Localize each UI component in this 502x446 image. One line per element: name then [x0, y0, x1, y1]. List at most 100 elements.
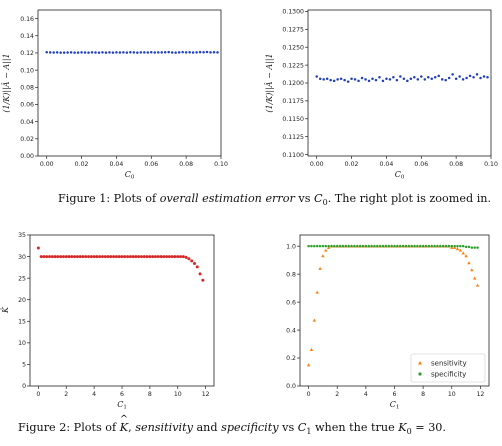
- caption2-and: and: [192, 421, 222, 434]
- fig2-right-point-sensitivity: [312, 318, 317, 322]
- fig1-right-point: [381, 79, 385, 83]
- fig1-left-ytick-label: 0.06: [20, 102, 34, 109]
- fig1-left-point: [76, 51, 80, 54]
- fig1-right-point: [402, 77, 406, 80]
- fig2-right-point-specificity: [373, 244, 376, 248]
- fig2-left-point: [140, 255, 144, 259]
- fig2-right-point-specificity: [467, 245, 471, 249]
- fig2-right-point-specificity: [307, 244, 310, 248]
- fig1-left-point: [59, 51, 62, 54]
- fig2-left-point: [195, 265, 199, 269]
- fig1-left-point: [188, 51, 191, 54]
- fig2-right-point-specificity: [424, 244, 428, 248]
- fig1-left-point: [163, 51, 167, 54]
- caption2-prefix: Figure 2: Plots of: [18, 421, 120, 434]
- fig2-left-point: [137, 255, 141, 259]
- fig2-left-point: [131, 255, 135, 259]
- fig1-left-point: [132, 51, 136, 54]
- fig1-left-xlabel: C0: [125, 170, 135, 181]
- fig2-right-chart: 0 2 4 6 8 10 12 0.0 0.2 0.4 0.6 0.8 1.0 C1 sensitivity…: [286, 234, 490, 411]
- fig1-right-point: [482, 75, 486, 78]
- fig2-left-point: [184, 255, 188, 259]
- fig1-left-point: [191, 51, 195, 54]
- fig1-right-ytick-label: 0.1175: [282, 98, 304, 105]
- fig1-left-point: [66, 51, 69, 54]
- fig1-left-ylabel: (1/K)||Â − A||1: [2, 53, 11, 112]
- fig2-right-point-specificity: [470, 246, 474, 249]
- fig2-left-point: [59, 255, 63, 259]
- fig2-left-point: [142, 255, 146, 259]
- fig1-left-point: [108, 51, 111, 54]
- fig2-right-ytick-label: 0.2: [286, 355, 296, 362]
- fig2-left-xtick-label: 4: [92, 391, 96, 398]
- fig2-right-point-specificity: [416, 244, 419, 248]
- fig1-right-point: [367, 79, 371, 83]
- fig1-left-point: [80, 51, 83, 54]
- fig1-left-point: [45, 51, 48, 54]
- fig2-right-point-sensitivity: [472, 276, 477, 280]
- fig1-right-point: [350, 77, 353, 80]
- caption1-emph: overall estimation error: [159, 192, 295, 205]
- fig1-left-ytick-label: 0.10: [20, 67, 34, 74]
- fig1-left-point: [174, 51, 177, 54]
- caption1-prefix: Figure 1: Plots of: [58, 192, 160, 205]
- fig2-right-point-specificity: [461, 244, 465, 248]
- fig2-left-ytick-label: 25: [18, 275, 26, 282]
- fig2-left-chart: 0 2 4 6 8 10 12 0 5 10 15 20 25 30 35 C1 K̂: [1, 232, 215, 411]
- fig2-right-xlabel: C1: [390, 400, 400, 411]
- fig1-left-point: [139, 51, 143, 54]
- fig1-right-xtick-label: 0.02: [345, 161, 359, 168]
- fig2-left-xtick-label: 10: [174, 391, 182, 398]
- fig1-left-xtick-label: 0.02: [75, 161, 89, 168]
- fig1-left-point: [170, 51, 174, 54]
- fig2-left-point: [75, 255, 79, 259]
- fig1-left-ytick-label: 0.04: [20, 119, 34, 126]
- fig2-left-ytick-label: 15: [18, 318, 26, 325]
- fig1-left-ytick-label: 0.00: [20, 153, 34, 160]
- fig2-left-xtick-label: 12: [202, 391, 210, 398]
- caption2-comma: ,: [128, 421, 136, 434]
- fig1-left-xtick-label: 0.06: [144, 161, 158, 168]
- fig1-right-point: [336, 78, 339, 81]
- caption1-sub: 0: [322, 198, 328, 208]
- fig2-left-point: [159, 255, 163, 259]
- fig1-right-point: [322, 78, 325, 81]
- fig1-left-point: [167, 50, 170, 54]
- fig1-right-point: [479, 76, 482, 80]
- fig2-right-point-specificity: [315, 244, 319, 248]
- fig1-right-point: [315, 75, 318, 78]
- fig2-left-point: [70, 255, 74, 259]
- fig2-left-ytick-label: 5: [22, 362, 26, 369]
- fig1-left-point: [69, 51, 73, 54]
- fig2-right-point-specificity: [404, 244, 408, 248]
- fig2-right-point-specificity: [347, 244, 350, 248]
- fig2-right-point-sensitivity: [315, 290, 319, 294]
- fig2-right-legend-label: sensitivity: [431, 360, 467, 368]
- fig1-right-point: [472, 76, 475, 79]
- fig2-left-point: [67, 255, 71, 259]
- fig1-left-point: [209, 51, 212, 54]
- fig2-left-point: [179, 255, 183, 259]
- fig1-right-point: [420, 75, 423, 78]
- fig1-left-point: [184, 51, 188, 54]
- fig1-right-point: [329, 78, 332, 82]
- fig2-left-point: [198, 272, 202, 276]
- fig1-left-point: [146, 51, 150, 54]
- fig1-right-point: [461, 78, 465, 81]
- fig1-right-point: [440, 78, 444, 81]
- fig1-left-chart: 0.00 0.02 0.04 0.06 0.08 0.10 0.00 0.02 0.04 0.06…: [2, 9, 228, 181]
- fig2-left-point: [112, 255, 116, 259]
- fig2-left-point: [117, 255, 121, 259]
- fig2-left-point: [167, 255, 171, 259]
- fig1-left-xtick-label: 0.10: [214, 161, 228, 168]
- fig1-right-point: [385, 77, 388, 80]
- fig1-right-point: [364, 78, 367, 81]
- fig1-left-point: [181, 50, 184, 54]
- fig2-right-point-specificity: [444, 244, 448, 248]
- fig2-left-point: [78, 255, 82, 259]
- fig2-left-point: [73, 255, 77, 259]
- fig1-left-point: [198, 50, 202, 54]
- fig1-right-point: [392, 76, 395, 79]
- fig2-left-point: [176, 255, 180, 259]
- fig2-right-ytick-label: 0.0: [286, 383, 296, 390]
